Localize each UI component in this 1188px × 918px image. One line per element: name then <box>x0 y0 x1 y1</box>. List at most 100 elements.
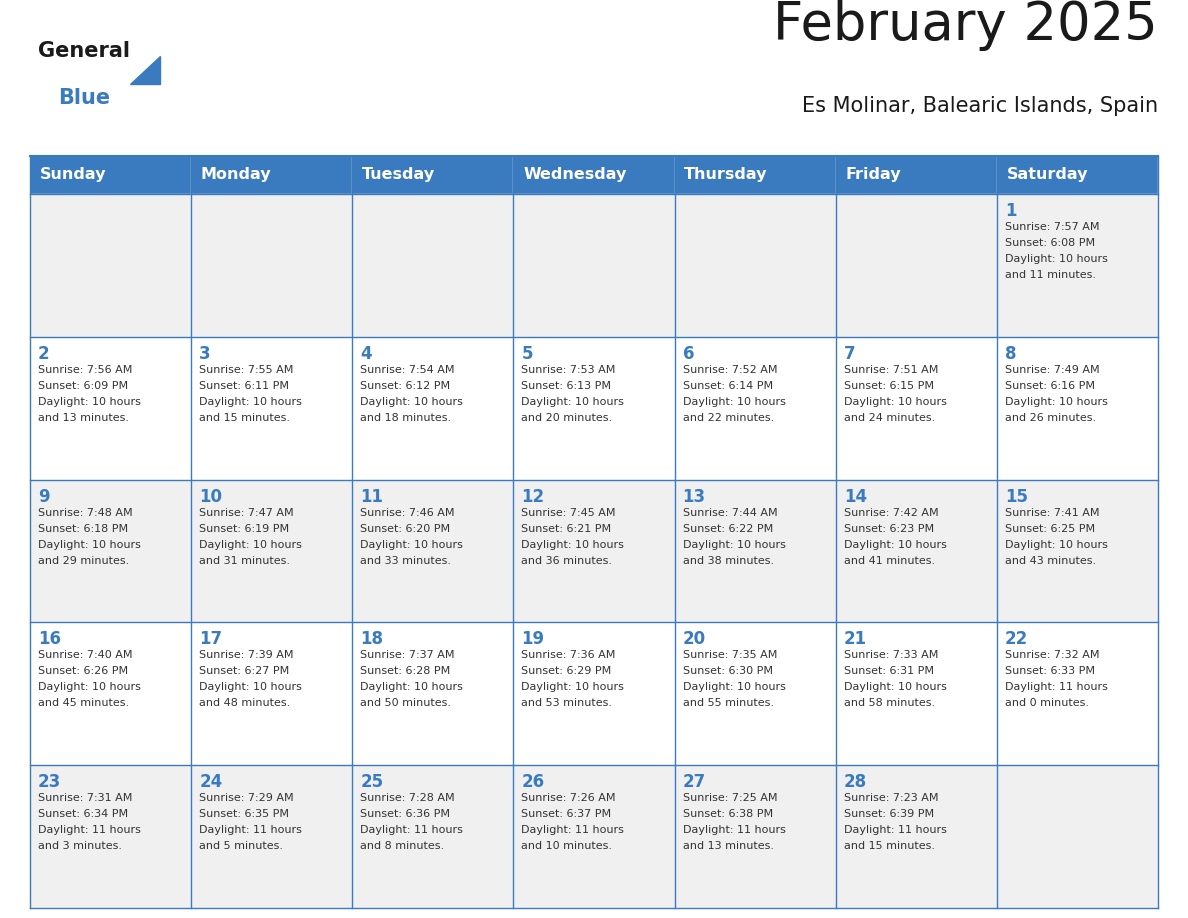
Text: 5: 5 <box>522 345 533 363</box>
Text: 21: 21 <box>843 631 867 648</box>
Text: and 13 minutes.: and 13 minutes. <box>683 841 773 851</box>
Text: Sunset: 6:13 PM: Sunset: 6:13 PM <box>522 381 612 391</box>
Text: Sunset: 6:34 PM: Sunset: 6:34 PM <box>38 809 128 819</box>
Text: 22: 22 <box>1005 631 1028 648</box>
Text: Sunset: 6:38 PM: Sunset: 6:38 PM <box>683 809 772 819</box>
Text: Sunset: 6:30 PM: Sunset: 6:30 PM <box>683 666 772 677</box>
Text: and 36 minutes.: and 36 minutes. <box>522 555 613 565</box>
Text: and 3 minutes.: and 3 minutes. <box>38 841 122 851</box>
Text: Sunrise: 7:52 AM: Sunrise: 7:52 AM <box>683 364 777 375</box>
Text: General: General <box>38 41 129 61</box>
Text: Daylight: 10 hours: Daylight: 10 hours <box>683 540 785 550</box>
Text: and 15 minutes.: and 15 minutes. <box>843 841 935 851</box>
Text: Daylight: 11 hours: Daylight: 11 hours <box>200 825 302 835</box>
Text: Daylight: 10 hours: Daylight: 10 hours <box>360 397 463 407</box>
Text: Sunrise: 7:31 AM: Sunrise: 7:31 AM <box>38 793 132 803</box>
FancyBboxPatch shape <box>675 156 835 194</box>
Text: and 11 minutes.: and 11 minutes. <box>1005 270 1095 280</box>
Text: Sunrise: 7:32 AM: Sunrise: 7:32 AM <box>1005 650 1099 660</box>
FancyBboxPatch shape <box>191 194 353 337</box>
FancyBboxPatch shape <box>353 766 513 908</box>
Text: and 53 minutes.: and 53 minutes. <box>522 699 613 709</box>
Text: Daylight: 10 hours: Daylight: 10 hours <box>843 540 947 550</box>
Text: Sunset: 6:18 PM: Sunset: 6:18 PM <box>38 523 128 533</box>
Text: Tuesday: Tuesday <box>362 167 435 183</box>
Text: Sunrise: 7:28 AM: Sunrise: 7:28 AM <box>360 793 455 803</box>
Text: Sunrise: 7:53 AM: Sunrise: 7:53 AM <box>522 364 615 375</box>
Text: Sunset: 6:33 PM: Sunset: 6:33 PM <box>1005 666 1095 677</box>
Text: 8: 8 <box>1005 345 1017 363</box>
Text: Daylight: 11 hours: Daylight: 11 hours <box>38 825 141 835</box>
FancyBboxPatch shape <box>835 479 997 622</box>
Text: and 38 minutes.: and 38 minutes. <box>683 555 773 565</box>
Text: and 13 minutes.: and 13 minutes. <box>38 413 129 423</box>
Text: Daylight: 10 hours: Daylight: 10 hours <box>843 397 947 407</box>
FancyBboxPatch shape <box>191 766 353 908</box>
Text: 19: 19 <box>522 631 544 648</box>
FancyBboxPatch shape <box>835 766 997 908</box>
FancyBboxPatch shape <box>675 479 835 622</box>
Text: and 22 minutes.: and 22 minutes. <box>683 413 773 423</box>
FancyBboxPatch shape <box>675 766 835 908</box>
Text: Sunrise: 7:39 AM: Sunrise: 7:39 AM <box>200 650 293 660</box>
Text: 27: 27 <box>683 773 706 791</box>
Text: Daylight: 10 hours: Daylight: 10 hours <box>843 682 947 692</box>
Text: Sunrise: 7:46 AM: Sunrise: 7:46 AM <box>360 508 455 518</box>
FancyBboxPatch shape <box>513 622 675 766</box>
FancyBboxPatch shape <box>513 337 675 479</box>
Text: Daylight: 10 hours: Daylight: 10 hours <box>38 397 141 407</box>
FancyBboxPatch shape <box>997 622 1158 766</box>
Text: Sunrise: 7:40 AM: Sunrise: 7:40 AM <box>38 650 133 660</box>
FancyBboxPatch shape <box>835 337 997 479</box>
Text: Daylight: 11 hours: Daylight: 11 hours <box>843 825 947 835</box>
Text: 9: 9 <box>38 487 50 506</box>
Text: Sunset: 6:12 PM: Sunset: 6:12 PM <box>360 381 450 391</box>
Text: Thursday: Thursday <box>684 167 767 183</box>
FancyBboxPatch shape <box>353 156 513 194</box>
Text: Sunrise: 7:47 AM: Sunrise: 7:47 AM <box>200 508 293 518</box>
Text: Daylight: 10 hours: Daylight: 10 hours <box>683 397 785 407</box>
Text: Sunset: 6:39 PM: Sunset: 6:39 PM <box>843 809 934 819</box>
Text: 11: 11 <box>360 487 384 506</box>
Text: 17: 17 <box>200 631 222 648</box>
Text: and 58 minutes.: and 58 minutes. <box>843 699 935 709</box>
FancyBboxPatch shape <box>513 194 675 337</box>
Text: Sunrise: 7:37 AM: Sunrise: 7:37 AM <box>360 650 455 660</box>
Text: and 0 minutes.: and 0 minutes. <box>1005 699 1089 709</box>
Text: 6: 6 <box>683 345 694 363</box>
Text: Sunset: 6:16 PM: Sunset: 6:16 PM <box>1005 381 1095 391</box>
Text: Sunrise: 7:56 AM: Sunrise: 7:56 AM <box>38 364 132 375</box>
Text: and 45 minutes.: and 45 minutes. <box>38 699 129 709</box>
Text: 13: 13 <box>683 487 706 506</box>
Text: Daylight: 10 hours: Daylight: 10 hours <box>360 540 463 550</box>
Text: Sunset: 6:36 PM: Sunset: 6:36 PM <box>360 809 450 819</box>
Text: Daylight: 10 hours: Daylight: 10 hours <box>200 540 302 550</box>
FancyBboxPatch shape <box>513 479 675 622</box>
Text: and 26 minutes.: and 26 minutes. <box>1005 413 1097 423</box>
Text: 20: 20 <box>683 631 706 648</box>
FancyBboxPatch shape <box>30 337 191 479</box>
Text: 7: 7 <box>843 345 855 363</box>
Text: Sunset: 6:27 PM: Sunset: 6:27 PM <box>200 666 290 677</box>
Text: and 29 minutes.: and 29 minutes. <box>38 555 129 565</box>
FancyBboxPatch shape <box>675 337 835 479</box>
FancyBboxPatch shape <box>513 766 675 908</box>
Text: Es Molinar, Balearic Islands, Spain: Es Molinar, Balearic Islands, Spain <box>802 96 1158 116</box>
Text: Sunrise: 7:48 AM: Sunrise: 7:48 AM <box>38 508 133 518</box>
FancyBboxPatch shape <box>191 622 353 766</box>
Text: 26: 26 <box>522 773 544 791</box>
Text: and 41 minutes.: and 41 minutes. <box>843 555 935 565</box>
Text: 23: 23 <box>38 773 62 791</box>
FancyBboxPatch shape <box>353 194 513 337</box>
Text: Sunrise: 7:36 AM: Sunrise: 7:36 AM <box>522 650 615 660</box>
Text: February 2025: February 2025 <box>773 0 1158 51</box>
Text: 1: 1 <box>1005 202 1017 220</box>
Polygon shape <box>129 56 160 84</box>
Text: Daylight: 10 hours: Daylight: 10 hours <box>1005 254 1107 264</box>
Text: Sunset: 6:11 PM: Sunset: 6:11 PM <box>200 381 289 391</box>
Text: Sunrise: 7:26 AM: Sunrise: 7:26 AM <box>522 793 617 803</box>
FancyBboxPatch shape <box>997 194 1158 337</box>
Text: Monday: Monday <box>201 167 271 183</box>
Text: Sunset: 6:08 PM: Sunset: 6:08 PM <box>1005 238 1095 248</box>
Text: Sunrise: 7:57 AM: Sunrise: 7:57 AM <box>1005 222 1099 232</box>
